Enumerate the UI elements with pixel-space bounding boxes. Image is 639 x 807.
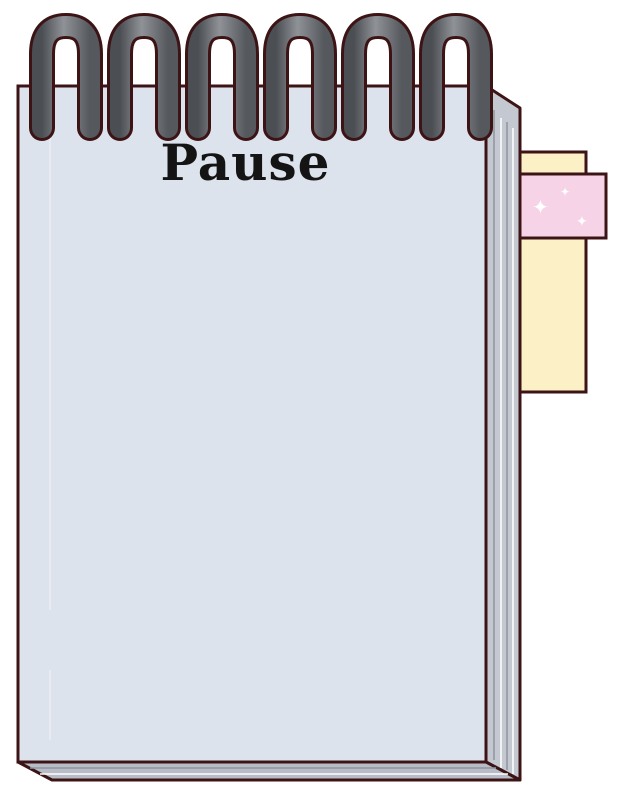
pause-title: Pause [160,133,331,192]
spiral-ring [263,12,337,141]
spiral-ring [107,12,181,141]
spiral-binding [29,12,493,141]
spiral-ring [185,12,259,141]
spiral-ring [341,12,415,141]
page-stack [16,84,522,782]
spiral-ring [419,12,493,141]
notebook-page [16,84,488,764]
spiral-ring [29,12,103,141]
svg-text:✦: ✦ [576,214,588,230]
svg-text:✦: ✦ [532,195,549,219]
svg-text:✦: ✦ [560,185,570,199]
